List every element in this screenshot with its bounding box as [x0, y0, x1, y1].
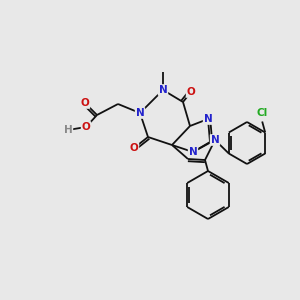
- Text: O: O: [130, 143, 138, 153]
- Text: N: N: [204, 114, 212, 124]
- Text: O: O: [187, 87, 195, 97]
- Text: O: O: [81, 98, 89, 108]
- Text: N: N: [136, 108, 144, 118]
- Text: H: H: [64, 125, 72, 135]
- Text: N: N: [211, 135, 219, 145]
- Text: Cl: Cl: [256, 109, 268, 118]
- Text: N: N: [189, 147, 197, 157]
- Text: O: O: [82, 122, 90, 132]
- Text: N: N: [159, 85, 167, 95]
